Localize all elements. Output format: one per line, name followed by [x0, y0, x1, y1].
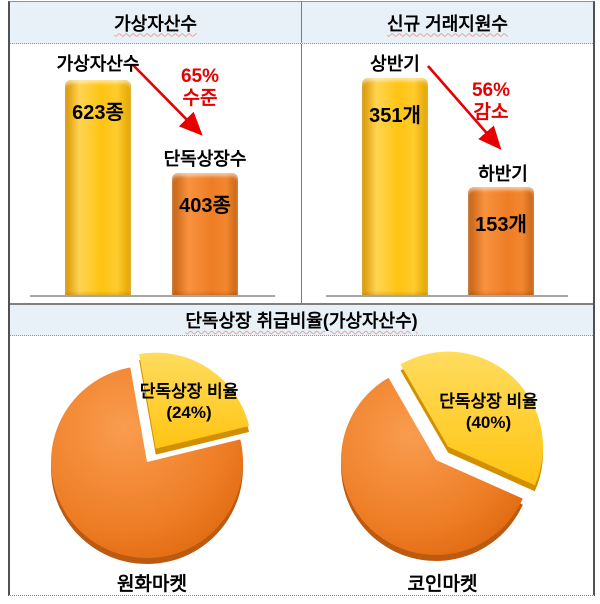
pie-chart-krw: [51, 352, 250, 565]
category-label-second-half: 하반기: [478, 164, 528, 184]
category-label-first-half: 상반기: [370, 54, 420, 74]
annotation-line2: 수준: [182, 88, 218, 109]
header-new-listings-title: 신규 거래지원수: [387, 13, 508, 34]
bar-single-listed: 403종: [172, 173, 238, 295]
header-virtual-assets-title: 가상자산수: [114, 13, 197, 34]
bar-chart-new-listings: 상반기 하반기 351개 153개 56% 감소: [302, 44, 593, 303]
market-label-krw: 원화마켓: [117, 574, 187, 595]
header-new-listings: 신규 거래지원수: [302, 2, 593, 43]
category-label-single-listed: 단독상장수: [163, 149, 247, 169]
annotation-56-percent: 56% 감소: [446, 80, 536, 124]
slice-label-line1: 단독상장 비율: [439, 392, 538, 411]
slice-label-line2: (40%): [465, 413, 512, 432]
decrease-arrow-icon: [427, 65, 502, 150]
axis-baseline: [30, 295, 275, 297]
bar-first-half: 351개: [362, 78, 428, 295]
bar-value-first-half: 351개: [369, 105, 421, 127]
bar-total-assets: 623종: [65, 80, 131, 295]
pie-coin-market: 단독상장 비율 (40%) 코인마켓: [302, 336, 594, 595]
axis-baseline: [326, 295, 568, 297]
figure-frame: 가상자산수 신규 거래지원수 가상자산수 단독상장수 623종 403종 65%…: [8, 1, 595, 596]
bar-value-second-half: 153개: [475, 214, 527, 236]
pie-section-title: 단독상장 취급비율(가상자산수): [185, 311, 418, 331]
annotation-line1: 56%: [471, 80, 511, 101]
decrease-arrow-icon: [132, 64, 203, 136]
slice-label-krw: 단독상장 비율 (24%): [109, 381, 269, 423]
annotation-line1: 65%: [180, 66, 220, 87]
pie-chart-coin: [340, 351, 543, 561]
category-label-total-assets: 가상자산수: [56, 54, 140, 74]
annotation-line2: 감소: [473, 102, 509, 123]
pie-krw-market: 단독상장 비율 (24%) 원화마켓: [10, 336, 302, 595]
header-pie-section: 단독상장 취급비율(가상자산수): [10, 303, 593, 336]
bar-charts-row: 가상자산수 단독상장수 623종 403종 65% 수준: [10, 44, 593, 303]
header-virtual-assets: 가상자산수: [10, 2, 302, 43]
top-header-row: 가상자산수 신규 거래지원수: [10, 2, 593, 44]
market-label-coin: 코인마켓: [407, 574, 478, 595]
slice-label-coin: 단독상장 비율 (40%): [409, 391, 569, 433]
bar-chart-virtual-assets: 가상자산수 단독상장수 623종 403종 65% 수준: [10, 44, 302, 303]
bar-value-total-assets: 623종: [72, 102, 124, 124]
slice-label-line1: 단독상장 비율: [139, 382, 239, 401]
bar-second-half: 153개: [468, 187, 534, 295]
annotation-65-percent: 65% 수준: [155, 66, 245, 110]
slice-label-line2: (24%): [166, 403, 212, 422]
pie-charts-row: 단독상장 비율 (24%) 원화마켓 단독상장 비율 (40%) 코인마켓: [10, 336, 593, 595]
bar-value-single-listed: 403종: [179, 195, 231, 217]
